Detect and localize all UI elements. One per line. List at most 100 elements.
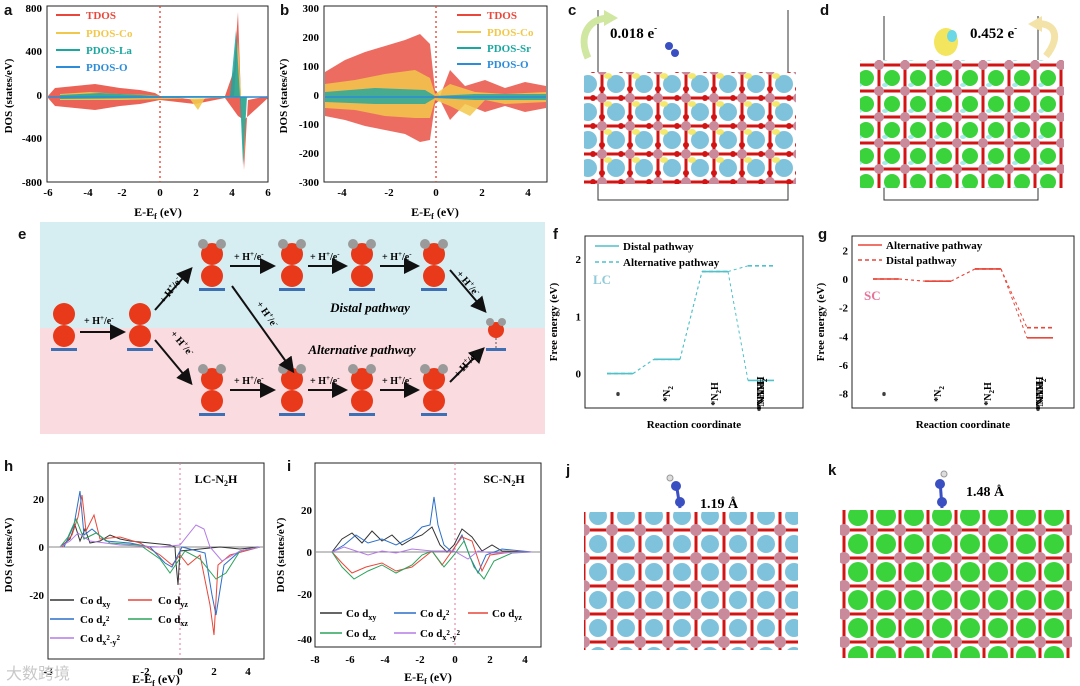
x-tick: -2 — [140, 666, 150, 678]
alternative-pathway-label: Alternative pathway — [307, 342, 415, 357]
x-tick: -2 — [117, 187, 127, 199]
legend-dx2y2: Co dx2-y2 — [80, 633, 120, 647]
y-tick: -6 — [839, 360, 849, 372]
panel-f-legend: Distal pathway Alternative pathway — [595, 241, 720, 269]
legend-dz2: Co dz2 — [420, 608, 450, 622]
panel-label-e: e — [18, 226, 27, 243]
species-label: *N2H — [983, 382, 996, 406]
panel-i-tag: SC-N2H — [483, 472, 525, 488]
y-tick: 2 — [843, 245, 849, 257]
x-tick: -8 — [310, 654, 320, 666]
legend-dxz: Co dxz — [158, 614, 188, 628]
x-tick: 2 — [479, 187, 485, 199]
panel-d-charge-transfer: 0.452 e- — [970, 23, 1017, 42]
panel-a-tdos-chart: DOS (states/eV) 800 400 0 -400 -800 -6 -… — [3, 3, 271, 221]
x-tick: 0 — [433, 187, 439, 199]
x-tick: 2 — [487, 654, 493, 666]
panel-label-k: k — [828, 462, 837, 479]
y-tick: -4 — [839, 331, 849, 343]
energy-connector — [950, 268, 976, 282]
y-tick: 0 — [307, 547, 313, 559]
y-tick: 0 — [576, 369, 582, 381]
panel-a-frame — [46, 5, 269, 183]
panel-b-tdos-chart: DOS (states/eV) 300 200 100 0 -100 -200 … — [278, 3, 548, 221]
panel-h-dpdos-chart: DOS (states/eV) 20 0 -20 -3 -2 0 2 4 LC-… — [3, 462, 265, 686]
legend-alternative: Alternative pathway — [886, 240, 983, 252]
panel-i-legend: Co dxy Co dz2 Co dyz Co dxz Co dx2-y2 — [320, 608, 522, 642]
step-label: + H+/e- — [234, 250, 264, 263]
panel-h-ylabel: DOS (states/eV) — [3, 517, 15, 592]
x-tick: 2 — [211, 666, 217, 678]
panel-i-xlabel: E-Ef (eV) — [404, 670, 452, 686]
energy-connector — [1000, 268, 1028, 338]
panel-f-ylabel: Free energy (eV) — [548, 282, 560, 361]
panel-a-xticks: -6 -4 -2 0 2 4 6 — [43, 187, 271, 199]
panel-f-xlabel: Reaction coordinate — [647, 419, 742, 431]
panel-c-charge-density-structure: 0.018 e- — [580, 10, 796, 201]
y-tick: -800 — [22, 177, 43, 189]
y-tick: 100 — [303, 61, 320, 73]
step-label: + H+/e- — [310, 374, 340, 387]
x-tick: 4 — [229, 187, 235, 199]
panel-a-legend: TDOS PDOS-Co PDOS-La PDOS-O — [56, 10, 133, 74]
y-tick: 400 — [26, 46, 43, 58]
panel-label-a: a — [4, 2, 13, 19]
panel-b-legend: TDOS PDOS-Co PDOS-Sr PDOS-O — [457, 10, 534, 71]
panel-f-free-energy-chart: Free energy (eV) LC Distal pathway Alter… — [548, 235, 804, 431]
x-tick: -4 — [380, 654, 390, 666]
legend-dxy: Co dxy — [346, 608, 376, 622]
distal-pathway-label: Distal pathway — [329, 300, 410, 315]
x-tick: -2 — [415, 654, 425, 666]
step-label: + H+/e- — [310, 250, 340, 263]
panel-label-h: h — [4, 458, 14, 475]
panel-label-g: g — [818, 226, 828, 243]
panel-g-frame — [851, 235, 1075, 409]
x-tick: 4 — [522, 654, 528, 666]
x-tick: 6 — [265, 187, 271, 199]
y-tick: 0 — [39, 542, 45, 554]
watermark: 大数跨境 — [6, 664, 71, 683]
panel-label-c: c — [568, 2, 577, 19]
y-tick: -8 — [839, 389, 849, 401]
x-tick: 2 — [193, 187, 199, 199]
legend-pdos-co: PDOS-Co — [487, 27, 534, 39]
panel-a-tdos-fill — [48, 12, 268, 170]
panel-f-tag: LC — [593, 272, 611, 287]
legend-dyz: Co dyz — [158, 595, 188, 609]
x-tick: -4 — [337, 187, 347, 199]
panel-g-xlabel: Reaction coordinate — [916, 419, 1011, 431]
x-tick: 0 — [177, 666, 183, 678]
x-tick: -3 — [43, 666, 53, 678]
panel-label-i: i — [287, 458, 292, 475]
panel-g-free-energy-chart: Free energy (eV) SC Alternative pathway … — [815, 235, 1075, 431]
y-tick: 20 — [301, 505, 313, 517]
energy-connector — [679, 271, 703, 360]
y-tick: -300 — [299, 177, 320, 189]
panel-c-charge-transfer: 0.018 e- — [610, 23, 657, 42]
y-tick: 20 — [33, 494, 45, 506]
y-tick: 300 — [303, 3, 320, 15]
panel-i-ylabel: DOS (states/eV) — [275, 517, 287, 592]
panel-g-ylabel: Free energy (eV) — [815, 282, 827, 361]
legend-distal: Distal pathway — [623, 241, 694, 253]
step-label: + H+/e- — [84, 314, 114, 327]
y-tick: 0 — [314, 90, 320, 102]
legend-distal: Distal pathway — [886, 255, 957, 267]
step-label: + H+/e- — [382, 250, 412, 263]
legend-pdos-la: PDOS-La — [86, 45, 132, 57]
legend-tdos: TDOS — [86, 10, 116, 22]
panel-g-tag: SC — [864, 288, 881, 303]
legend-dxz: Co dxz — [346, 628, 376, 642]
panel-d-charge-density-structure: 0.452 e- — [860, 16, 1064, 201]
panel-label-d: d — [820, 2, 830, 19]
x-tick: -6 — [43, 187, 53, 199]
species-label: *NNH2 — [756, 378, 769, 409]
legend-pdos-o: PDOS-O — [487, 59, 529, 71]
panel-b-xlabel: E-Ef (eV) — [411, 205, 459, 221]
panel-k-adsorption-structure: 1.48 Å — [840, 470, 1072, 658]
panel-f-frame — [584, 235, 804, 409]
legend-dxy: Co dxy — [80, 595, 110, 609]
species-label: * — [881, 392, 892, 397]
panel-h-frame — [47, 462, 265, 660]
x-tick: -6 — [345, 654, 355, 666]
